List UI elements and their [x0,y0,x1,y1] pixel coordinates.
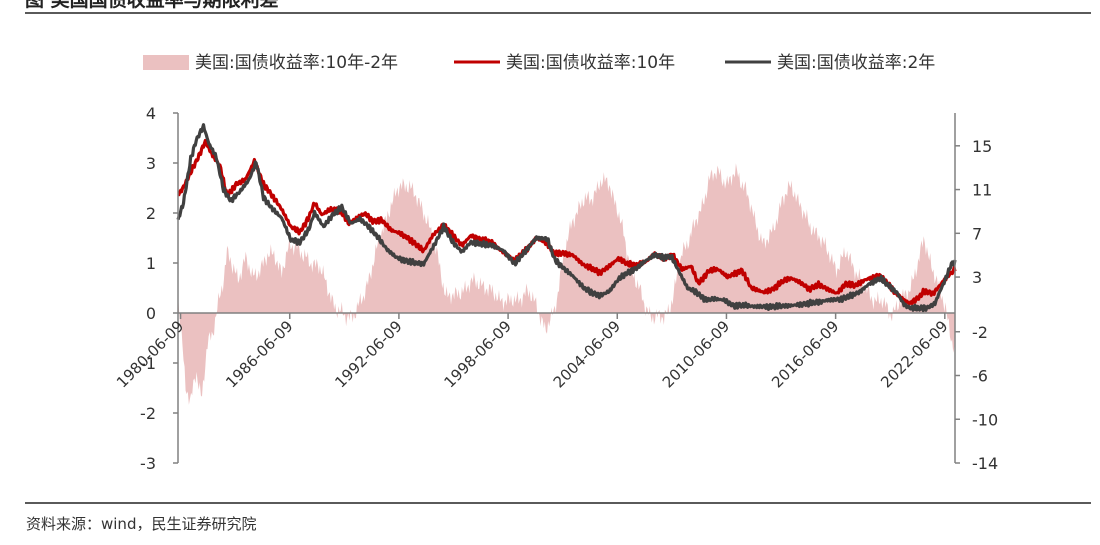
right-axis-tick-label: 7 [972,224,982,243]
left-axis-tick-label: 4 [146,104,156,123]
left-axis-tick-label: -3 [140,454,156,473]
left-axis-tick-label: 2 [146,204,156,223]
right-axis-tick-label: -14 [972,454,998,473]
legend-label-spread: 美国:国债收益率:10年-2年 [195,53,398,73]
x-axis-tick-label: 2022-06-09 [877,317,951,391]
plot-area: 4 3 2 1 0 -1 -2 -3 15 11 7 3 -2 -6 -10 -14 1980-06-09 198… [113,104,998,473]
left-axis-tick-label: -2 [140,404,156,423]
right-axis-tick-label: -6 [972,367,988,386]
left-axis-tick-label: 3 [146,154,156,173]
x-axis-tick-label: 2010-06-09 [659,317,733,391]
left-axis-tick-label: 1 [146,254,156,273]
yield-chart: 美国:国债收益率:10年-2年 美国:国债收益率:10年 美国:国债收益率:2年… [113,53,998,473]
left-axis-tick-label: 0 [146,304,156,323]
x-axis-tick-label: 1992-06-09 [331,317,405,391]
left-axis-tick-label: -1 [140,354,156,373]
right-axis-tick-label: -10 [972,410,998,429]
right-axis-tick-label: -2 [972,323,988,342]
top-divider [25,0,1091,14]
legend-swatch-spread [143,55,189,70]
x-axis-tick-label: 2004-06-09 [550,317,624,391]
chart-legend: 美国:国债收益率:10年-2年 美国:国债收益率:10年 美国:国债收益率:2年 [143,53,935,73]
series-area-spread [178,163,955,405]
x-axis-tick-label: 2016-06-09 [768,317,842,391]
x-axis-tick-label: 1980-06-09 [113,317,187,391]
right-axis-tick-label: 11 [972,181,992,200]
source-note: 资料来源：wind，民生证券研究院 [26,515,257,533]
legend-label-2y: 美国:国债收益率:2年 [777,53,935,73]
series-line-2y [176,123,957,313]
x-axis-tick-label: 1986-06-09 [222,317,296,391]
right-axis-tick-label: 3 [972,268,982,287]
x-axis-tick-label: 1998-06-09 [441,317,515,391]
page-title: 图 美国国债收益率与期限利差 [25,0,279,11]
right-axis-tick-label: 15 [972,137,992,156]
bottom-divider [25,502,1091,504]
legend-label-10y: 美国:国债收益率:10年 [506,53,675,73]
series-line-10y [177,138,957,306]
